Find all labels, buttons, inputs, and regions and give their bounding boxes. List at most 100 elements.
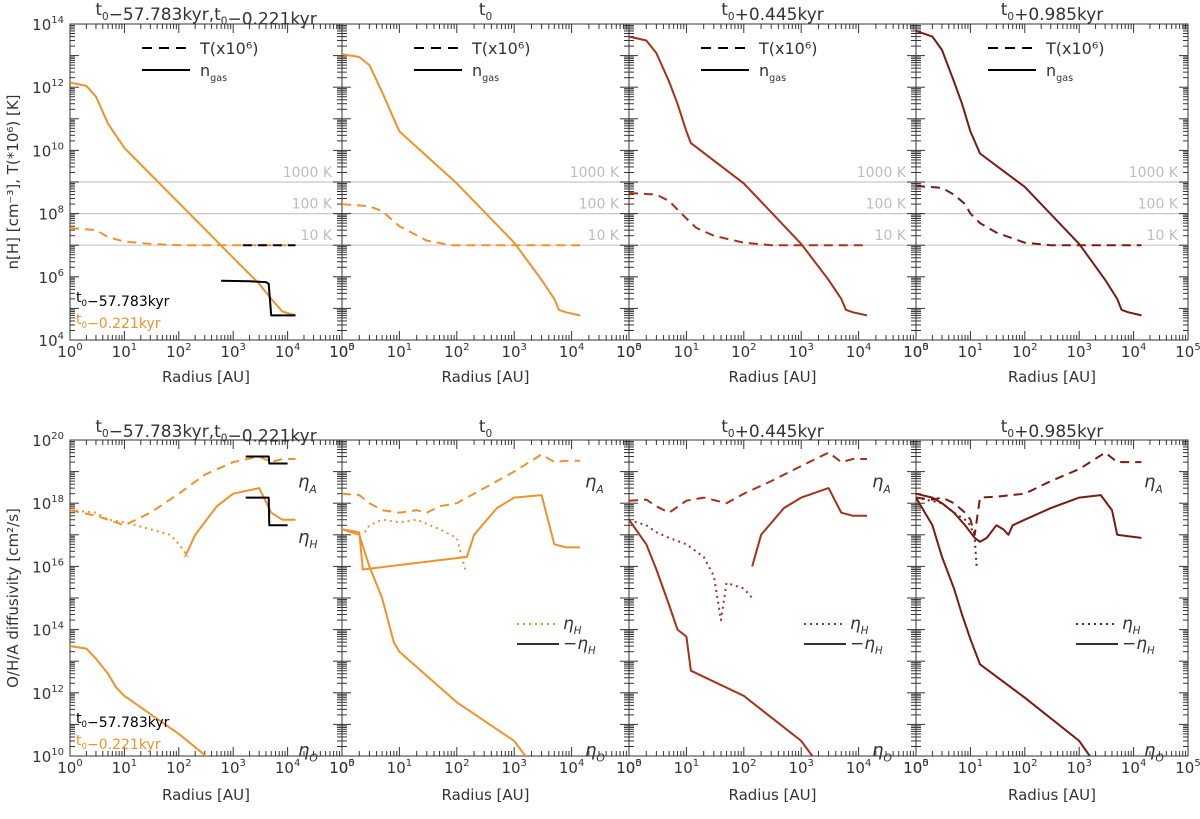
- series-line-eta-o: [342, 528, 527, 756]
- x-tick-label: 102: [166, 342, 191, 361]
- x-tick-label: 104: [846, 342, 871, 361]
- x-tick-label: 104: [275, 342, 300, 361]
- legend-label: ηH: [563, 614, 582, 637]
- x-tick-label: 105: [903, 342, 928, 361]
- x-tick-label: 104: [1121, 342, 1146, 361]
- x-tick-label: 100: [903, 758, 928, 777]
- x-tick-label: 103: [1066, 342, 1091, 361]
- legend-label: ngas: [1046, 61, 1073, 84]
- ref-line-label: 10 K: [588, 228, 620, 244]
- y-tick-label: 106: [39, 268, 64, 287]
- x-tick-label: 103: [501, 342, 526, 361]
- curve-label-eta-o: ηO: [298, 740, 318, 764]
- curve-label-eta-h: ηH: [298, 527, 318, 551]
- x-tick-label: 104: [559, 758, 584, 777]
- x-tick-label: 102: [444, 758, 469, 777]
- x-tick-label: 100: [329, 342, 354, 361]
- x-axis-label: Radius [AU]: [1008, 786, 1096, 804]
- x-tick-label: 101: [387, 342, 412, 361]
- x-axis-label: Radius [AU]: [441, 368, 529, 386]
- panel-title: t0: [479, 417, 492, 440]
- x-tick-label: 102: [1012, 342, 1037, 361]
- y-axis-label: O/H/A diffusivity [cm²/s]: [4, 508, 22, 688]
- x-tick-label: 103: [220, 758, 245, 777]
- x-axis-label: Radius [AU]: [1008, 368, 1096, 386]
- x-tick-label: 100: [57, 342, 82, 361]
- panel-top-3: 1000 K 100 K 10 K 100 101 102 103 104 105 t0+0.44…: [616, 0, 928, 386]
- ref-line-label: 100 K: [292, 197, 333, 213]
- y-tick-label: 1018: [32, 494, 64, 513]
- ref-line-label: 1000 K: [1129, 165, 1179, 181]
- x-tick-label: 102: [1012, 758, 1037, 777]
- time-label: t0−0.221kyr: [76, 733, 161, 753]
- series-line-eta-o: [916, 497, 1091, 756]
- panel-title: t0+0.985kyr: [1001, 0, 1104, 25]
- series-group: [70, 455, 296, 819]
- x-tick-label: 103: [788, 758, 813, 777]
- series-line-n-gas: [342, 53, 581, 317]
- x-tick-label: 101: [674, 342, 699, 361]
- y-tick-label: 1016: [32, 557, 64, 576]
- x-tick-label: 105: [1175, 758, 1200, 777]
- series-line-eta-a-t0-57-783kyr: [245, 455, 288, 465]
- x-tick-label: 101: [958, 342, 983, 361]
- x-tick-label: 103: [1066, 758, 1091, 777]
- x-tick-label: 102: [731, 758, 756, 777]
- x-axis-label: Radius [AU]: [162, 786, 250, 804]
- y-axis-label: n[H] [cm⁻³], T(*10⁶) [K]: [4, 94, 22, 269]
- legend-label: T(x10⁶): [199, 39, 259, 58]
- panel-title: t0: [479, 0, 492, 23]
- series-group: [70, 81, 296, 317]
- legend-label: −ηH: [1122, 634, 1155, 657]
- x-tick-label: 105: [903, 758, 928, 777]
- series-group: [916, 30, 1142, 317]
- ref-line-label: 10 K: [875, 228, 907, 244]
- legend-label: ηH: [850, 614, 869, 637]
- series-line--eta-h-t0-0-221kyr: [184, 487, 296, 558]
- ref-line-label: 10 K: [1147, 228, 1179, 244]
- x-axis-label: Radius [AU]: [728, 368, 816, 386]
- series-line-eta-h-dotted-: [916, 496, 978, 567]
- ref-line-label: 100 K: [579, 197, 620, 213]
- legend-label: T(x10⁶): [471, 39, 531, 58]
- x-tick-label: 103: [788, 342, 813, 361]
- panel-title: t0+0.445kyr: [721, 417, 824, 442]
- series-line-eta-o-t0-57-783kyr: [246, 804, 288, 819]
- x-tick-label: 104: [846, 758, 871, 777]
- series-line--eta-h: [916, 492, 1142, 543]
- legend-label: ηH: [1122, 614, 1141, 637]
- series-line-n-gas: [916, 30, 1142, 317]
- x-axis-label: Radius [AU]: [441, 786, 529, 804]
- panel-top-1: 1000 K 100 K 10 K 100 101 102 103 104 105 104 106 1…: [4, 0, 355, 386]
- x-tick-label: 101: [387, 758, 412, 777]
- y-tick-label: 1010: [32, 747, 64, 766]
- series-line--eta-h: [751, 487, 867, 567]
- series-line-eta-h-dotted-: [363, 518, 467, 570]
- panel-title: t0−57.783kyr,t0−0.221kyr: [95, 417, 316, 447]
- series-line-t: [342, 203, 580, 247]
- series-line-eta-h-t0-57-783kyr: [245, 496, 288, 527]
- series-line-eta-h-dotted-: [629, 518, 753, 622]
- x-tick-label: 100: [329, 758, 354, 777]
- x-tick-label: 104: [275, 758, 300, 777]
- x-tick-label: 100: [616, 342, 641, 361]
- panel-top-4: 1000 K 100 K 10 K 100 101 102 103 104 105 t0+0.98…: [903, 0, 1200, 386]
- x-tick-label: 103: [501, 758, 526, 777]
- panel-title: t0−57.783kyr,t0−0.221kyr: [95, 0, 316, 30]
- curve-label-eta-a: ηA: [298, 472, 317, 496]
- panel-bottom-4: 100 101 102 103 104 105 t0+0.985kyr Radius [AU]…: [903, 417, 1200, 804]
- x-tick-label: 105: [616, 342, 641, 361]
- x-tick-label: 105: [329, 758, 354, 777]
- x-tick-label: 104: [559, 342, 584, 361]
- x-tick-label: 101: [958, 758, 983, 777]
- x-tick-label: 104: [1121, 758, 1146, 777]
- series-line--eta-h: [342, 494, 580, 571]
- legend-label: T(x10⁶): [1045, 39, 1105, 58]
- y-tick-label: 1012: [32, 684, 64, 703]
- legend-label: −ηH: [850, 634, 883, 657]
- panel-bottom-2: 100 101 102 103 104 105 t0 Radius [AU] ηH−ηH ηA ηO: [329, 417, 641, 804]
- ref-line-label: 10 K: [301, 228, 333, 244]
- x-tick-label: 101: [674, 758, 699, 777]
- y-tick-label: 104: [39, 331, 64, 350]
